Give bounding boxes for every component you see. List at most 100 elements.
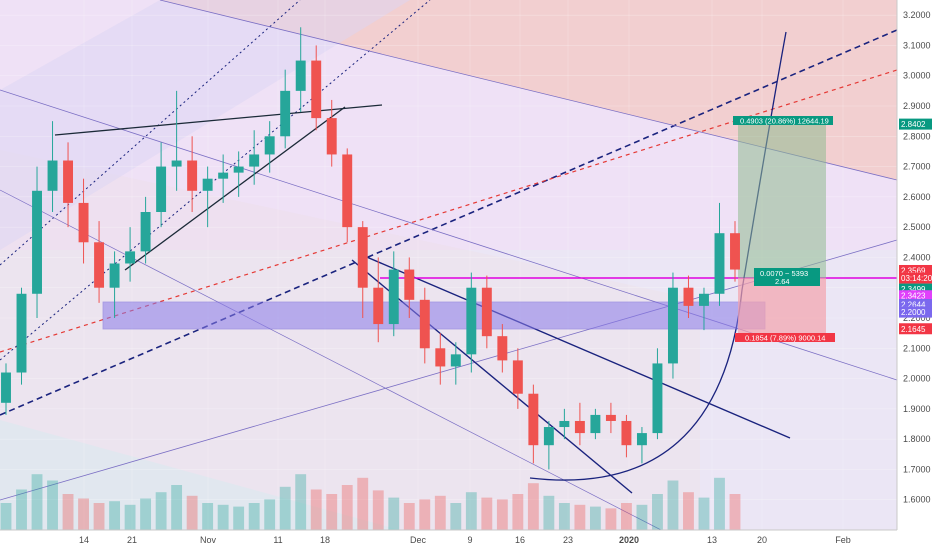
time-tick-label: 18 xyxy=(320,535,330,545)
time-tick-label: 14 xyxy=(79,535,89,545)
volume-bar xyxy=(403,503,415,530)
volume-bar xyxy=(341,485,353,530)
volume-bar xyxy=(698,497,710,530)
time-axis-bg xyxy=(0,530,932,550)
volume-bar xyxy=(109,501,121,530)
descending-channel-line-2 xyxy=(0,189,662,530)
candle-body xyxy=(590,414,601,434)
candle-body xyxy=(32,190,42,294)
price-tags: 2.84022.356903:14:202.34992.34232.26442.… xyxy=(899,118,932,335)
candle-body xyxy=(63,160,74,203)
blue-dashed-channel-line xyxy=(0,29,897,416)
volume-bar xyxy=(652,494,663,530)
candle-body xyxy=(621,420,632,446)
time-tick-label: 11 xyxy=(273,535,282,545)
candle-body xyxy=(94,242,105,288)
price-tick-label: 2.0000 xyxy=(903,374,931,384)
profit-label: 0.4903 (20.86%) 12644.19 xyxy=(740,117,829,126)
price-tag-label-box-high: 2.3423 xyxy=(901,292,926,301)
volume-bar xyxy=(47,480,58,530)
price-tag-last xyxy=(899,264,932,276)
time-tick-label: 9 xyxy=(467,535,472,545)
volume-bars xyxy=(0,474,741,530)
price-tick-label: 2.9000 xyxy=(903,101,931,111)
candle-body xyxy=(233,166,244,173)
volume-bar xyxy=(589,506,601,530)
candle-body xyxy=(16,293,27,373)
volume-bar xyxy=(543,495,555,530)
candle-body xyxy=(171,160,182,167)
price-tick-label: 2.5000 xyxy=(903,222,931,232)
volume-bar xyxy=(729,494,741,530)
long-position-tool[interactable]: 0.4903 (20.86%) 12644.19 0.0070 ~ 5393 2… xyxy=(733,116,835,343)
candle-body xyxy=(78,202,89,243)
time-tick-label: 20 xyxy=(757,535,767,545)
volume-bar xyxy=(419,499,431,530)
price-tick-label: 1.6000 xyxy=(903,495,931,505)
volume-bar xyxy=(279,486,291,530)
price-tag-target xyxy=(899,118,932,130)
volume-bar xyxy=(124,504,136,530)
price-tag-label-box-low: 2.2644 xyxy=(901,301,926,310)
volume-bar xyxy=(186,495,198,530)
loss-label: 0.1854 (7.89%) 9000.14 xyxy=(745,334,825,343)
candle-body xyxy=(218,172,229,179)
time-tick-label: 13 xyxy=(707,535,717,545)
price-tick-label: 2.4000 xyxy=(903,252,931,262)
volume-bar xyxy=(465,492,477,530)
volume-bar xyxy=(326,494,338,530)
candle-body xyxy=(373,287,384,325)
volume-bar xyxy=(93,503,105,530)
candle-body xyxy=(714,233,725,294)
volume-bar xyxy=(574,504,586,530)
price-tag-label-target: 2.8402 xyxy=(901,120,926,129)
price-tick-label: 1.8000 xyxy=(903,434,931,444)
price-tick-label: 1.9000 xyxy=(903,404,931,414)
candle-body xyxy=(295,60,306,91)
volume-bar xyxy=(496,499,508,530)
volume-bar xyxy=(171,485,183,530)
candle-body xyxy=(342,154,353,228)
volume-bar xyxy=(714,477,725,530)
wedge-top-line xyxy=(361,254,791,439)
candle-body xyxy=(357,227,368,288)
volume-bar xyxy=(217,504,229,530)
loss-zone xyxy=(738,278,826,334)
volume-bar xyxy=(78,498,89,530)
volume-bar xyxy=(248,503,260,530)
time-tick-label: Feb xyxy=(835,535,851,545)
candle-body xyxy=(419,299,430,349)
triangle-top-line xyxy=(54,104,383,136)
price-tag-stop xyxy=(899,323,932,335)
volume-bar xyxy=(667,480,679,530)
center-label-box xyxy=(754,268,820,286)
time-tick-label: 21 xyxy=(127,535,137,545)
price-tag-box-low xyxy=(899,299,932,311)
volume-bar xyxy=(202,503,214,530)
volume-bar xyxy=(295,474,307,530)
volume-bar xyxy=(372,490,384,530)
price-tick-label: 2.2000 xyxy=(903,313,931,323)
price-tag-countdown xyxy=(899,272,932,284)
dotted-channel-line-1 xyxy=(0,0,301,266)
volume-bar xyxy=(558,503,570,530)
candle-body xyxy=(543,427,554,446)
candle-body xyxy=(404,269,415,300)
candle-body xyxy=(636,433,647,446)
volume-bar xyxy=(31,474,43,530)
candle-body xyxy=(652,363,663,434)
time-axis[interactable]: 14 21 Nov 11 18 Dec 9 16 23 2020 13 20 Feb xyxy=(79,535,851,545)
price-tag-label-mid: 2.3499 xyxy=(901,285,926,294)
volume-bar xyxy=(527,483,539,530)
candles xyxy=(1,27,740,470)
profit-label-box xyxy=(733,116,833,125)
price-tick-label: 3.2000 xyxy=(903,10,931,20)
time-tick-label: 16 xyxy=(515,535,525,545)
candle-body xyxy=(280,90,291,137)
candle-body xyxy=(512,360,523,394)
time-tick-label: Nov xyxy=(200,535,217,545)
candle-body xyxy=(497,336,508,361)
candle-body xyxy=(699,293,709,306)
